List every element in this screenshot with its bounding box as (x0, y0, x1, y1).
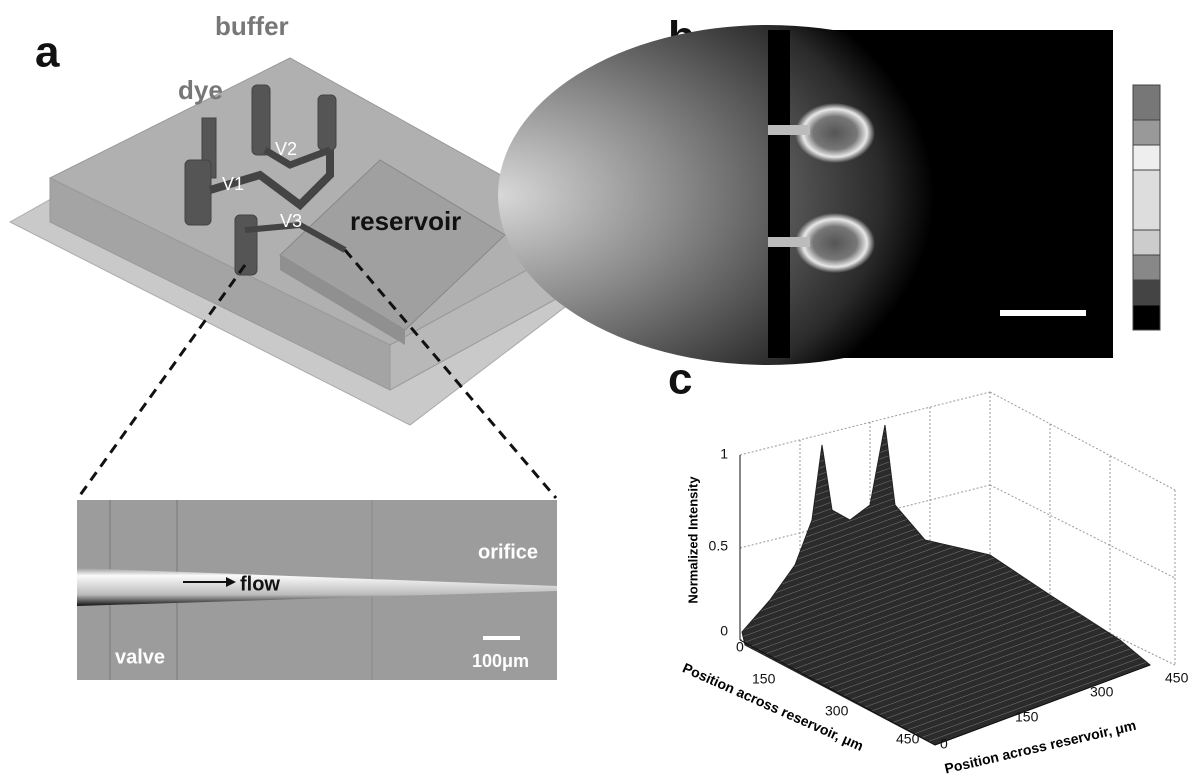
label-buffer: buffer (215, 11, 289, 41)
y-tick-label: 300 (1090, 684, 1114, 700)
label-valve: valve (115, 646, 165, 668)
y-tick-label: 150 (1015, 709, 1039, 725)
wall (768, 30, 790, 358)
zoom-line (76, 264, 247, 499)
label-orifice: orifice (478, 541, 538, 563)
flow-arrowhead (226, 577, 236, 587)
zoom-line (343, 249, 558, 499)
panel-label: a (35, 28, 60, 77)
x-tick-label: 150 (752, 671, 776, 687)
label-v1: V1 (222, 174, 244, 194)
label-dye: dye (178, 75, 223, 105)
z-tick-label: 0 (720, 623, 728, 639)
reservoir-box (279, 159, 506, 331)
outlet-glow (795, 103, 875, 163)
x-tick-label: 450 (896, 731, 920, 747)
label-v2: V2 (275, 139, 297, 159)
outlet (768, 237, 810, 247)
channel-cone (77, 568, 557, 606)
reservoir-side (280, 255, 405, 345)
z-axis-label: Normalized Intensity (685, 476, 700, 604)
z-tick-label: 1 (720, 446, 728, 462)
floor-axes (739, 639, 1151, 746)
channels (184, 84, 347, 276)
colorbar (1132, 84, 1161, 331)
x-tick-label: 300 (825, 703, 849, 719)
panel-label: c (668, 355, 692, 404)
z-tick-label: 0.5 (709, 538, 729, 554)
y-tick-label: 0 (940, 736, 948, 752)
y-tick-label: 450 (1165, 670, 1189, 686)
x-tick-label: 0 (736, 639, 744, 655)
label-scale: 100μm (472, 651, 529, 671)
outlet (768, 125, 810, 135)
label-reservoir: reservoir (350, 206, 461, 236)
label-flow: flow (240, 573, 280, 595)
intensity-surface (741, 424, 1151, 746)
label-v3: V3 (280, 211, 302, 231)
outlet-glow (795, 213, 875, 273)
